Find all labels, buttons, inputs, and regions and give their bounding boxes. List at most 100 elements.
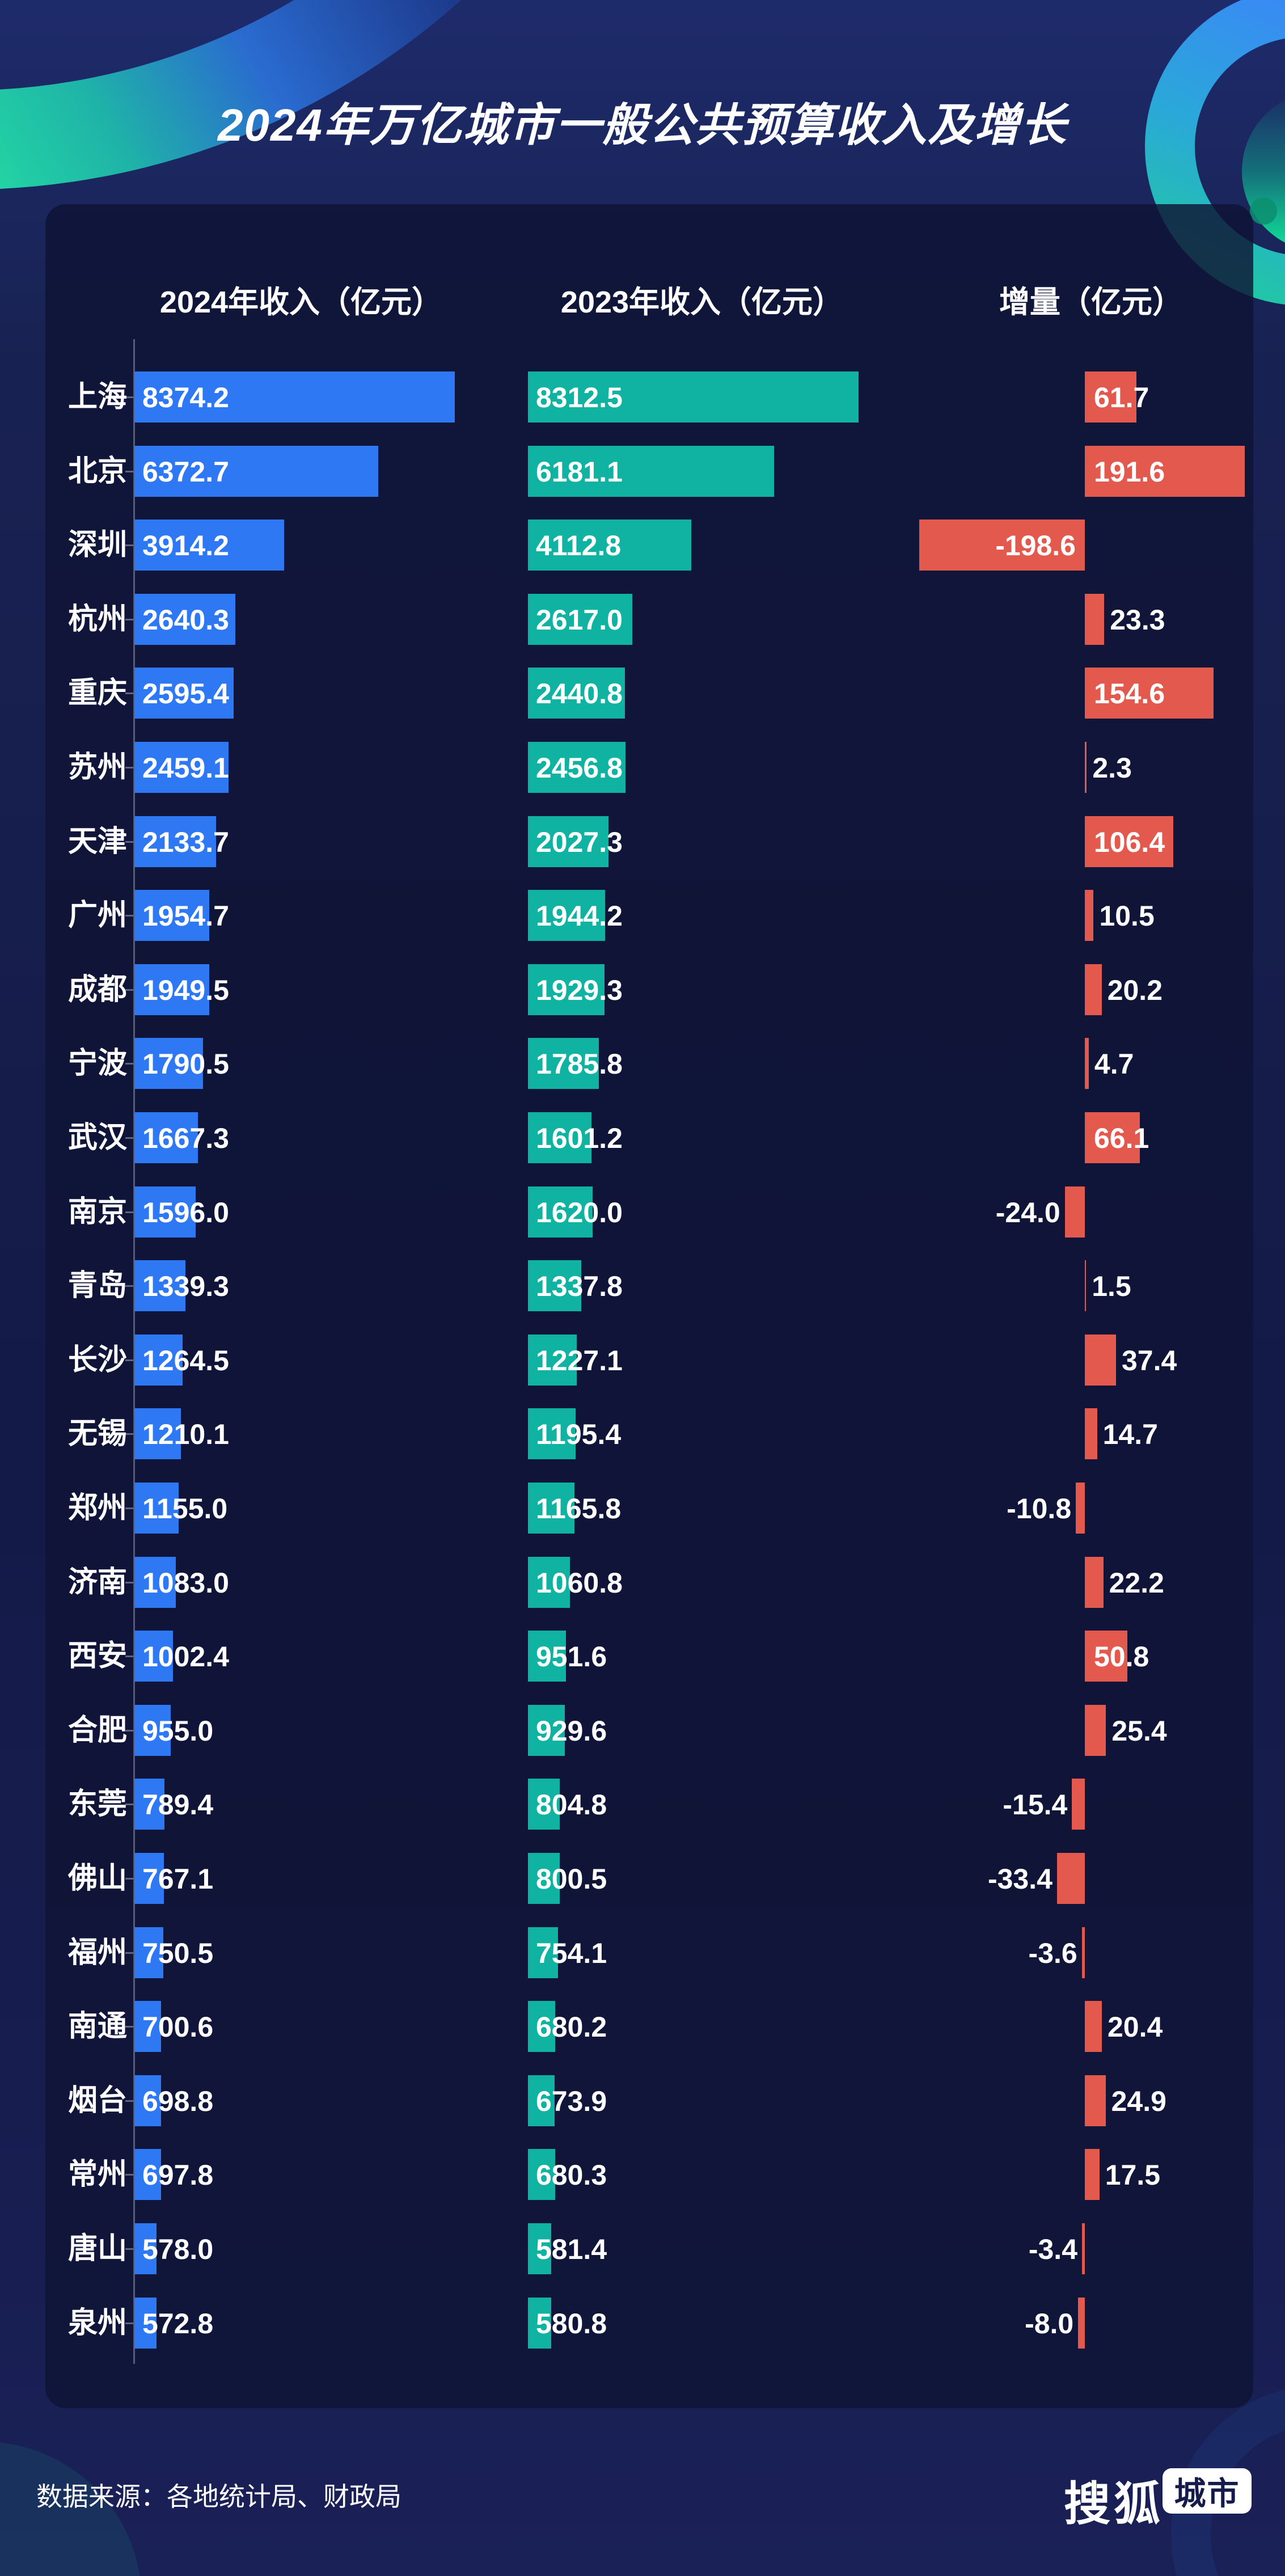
bar-2023 [528,2297,551,2349]
city-label: 成都 [67,973,127,1006]
bar-delta [1072,1779,1085,1830]
bar-2024 [134,371,455,423]
chart-row: 武汉 1667.3 1601.2 66.1 [0,1112,1285,1163]
axis-tick [125,915,133,917]
bar-delta [1085,593,1105,645]
value-2024: 767.1 [142,1863,214,1895]
chart-row: 泉州 572.8 580.8 -8.0 [0,2297,1285,2349]
axis-tick [125,1729,133,1732]
bar-2024 [134,1853,164,1904]
chart-row: 济南 1083.0 1060.8 22.2 [0,1556,1285,1608]
bar-delta [1085,1631,1127,1682]
value-2024: 1083.0 [142,1566,229,1599]
value-2024: 1155.0 [142,1493,228,1525]
value-delta: -3.4 [1028,2233,1078,2265]
value-2023: 1929.3 [536,974,623,1006]
value-delta: -33.4 [987,1863,1052,1895]
data-source-note: 数据来源：各地统计局、财政局 [36,2482,401,2511]
value-delta: 20.4 [1107,2011,1163,2043]
bar-delta [1085,1334,1116,1386]
value-2023: 2027.3 [536,826,623,858]
value-2023: 581.4 [536,2233,607,2265]
bar-delta [1056,1853,1085,1904]
bar-2024 [134,816,216,867]
bar-2024 [134,1483,179,1534]
value-2024: 750.5 [142,1937,214,1969]
value-delta: 1.5 [1092,1270,1131,1303]
axis-tick [125,2322,133,2324]
city-badge: 城市 [1163,2468,1252,2514]
axis-tick [125,1507,133,1509]
value-2024: 578.0 [142,2233,214,2265]
outer-ring-decoration [1145,0,1285,305]
chart-row: 广州 1954.7 1944.2 10.5 [0,890,1285,941]
page-title: 2024年万亿城市一般公共预算收入及增长 [218,100,1067,150]
value-delta: -198.6 [995,530,1076,562]
axis-tick [125,989,133,991]
value-delta: -15.4 [1003,1789,1068,1821]
value-delta: -24.0 [995,1196,1060,1228]
value-delta: 191.6 [1094,455,1165,488]
city-label: 长沙 [67,1343,127,1376]
bar-2024 [134,2297,157,2349]
chart-row: 青岛 1339.3 1337.8 1.5 [0,1260,1285,1312]
bar-2023 [528,2223,551,2274]
bar-2024 [134,964,209,1015]
bar-2023 [528,1853,560,1904]
value-2023: 951.6 [536,1641,607,1673]
bar-2023 [528,890,606,941]
bar-delta [1085,890,1094,941]
column-header-2024: 2024年收入（亿元） [159,285,443,319]
bar-2023 [528,520,692,571]
bar-2023 [528,816,609,867]
sohu-logo: 搜狐 [1064,2478,1164,2530]
axis-tick [125,692,133,695]
bar-delta [1085,1704,1106,1756]
value-delta: 24.9 [1111,2085,1166,2117]
city-badge-label: 城市 [1174,2475,1240,2511]
chart-row: 烟台 698.8 673.9 24.9 [0,2075,1285,2126]
bar-2024 [134,1631,173,1682]
value-delta: 106.4 [1094,826,1165,858]
value-2024: 1596.0 [142,1196,229,1228]
value-2023: 1337.8 [536,1270,623,1303]
bar-2024 [134,520,285,571]
city-label: 苏州 [67,751,127,784]
bar-delta [1081,1927,1085,1978]
value-2023: 4112.8 [536,530,622,562]
bar-2024 [134,1556,176,1608]
value-2024: 1954.7 [142,900,229,932]
value-2023: 2440.8 [536,678,623,710]
chart-row: 南京 1596.0 1620.0 -24.0 [0,1186,1285,1238]
value-2024: 1264.5 [142,1344,229,1376]
bar-2024 [134,1112,198,1163]
city-label: 武汉 [67,1121,127,1154]
city-label: 深圳 [67,529,127,562]
value-2023: 1601.2 [536,1122,623,1154]
value-2024: 1790.5 [142,1048,229,1080]
value-2023: 1785.8 [536,1048,623,1080]
bar-2023 [528,1186,593,1238]
bar-delta [1085,445,1245,497]
bar-2023 [528,1260,581,1312]
value-2024: 2133.7 [142,826,229,858]
bar-delta [1085,668,1214,719]
axis-tick [125,2248,133,2250]
chart-row: 东莞 789.4 804.8 -15.4 [0,1779,1285,1830]
value-2024: 1667.3 [142,1122,229,1154]
bar-delta [1085,1556,1104,1608]
chart-row: 成都 1949.5 1929.3 20.2 [0,964,1285,1015]
value-2023: 673.9 [536,2085,607,2117]
value-2024: 955.0 [142,1714,214,1747]
bar-delta [1085,1408,1097,1460]
chart-row: 福州 750.5 754.1 -3.6 [0,1927,1285,1978]
city-label: 天津 [67,825,127,858]
bar-2023 [528,1631,566,1682]
axis-tick [125,767,133,768]
value-2023: 680.3 [536,2159,607,2191]
city-label: 北京 [67,454,127,488]
bar-delta [1085,742,1087,793]
value-2023: 2456.8 [536,752,623,784]
value-2023: 929.6 [536,1714,607,1747]
